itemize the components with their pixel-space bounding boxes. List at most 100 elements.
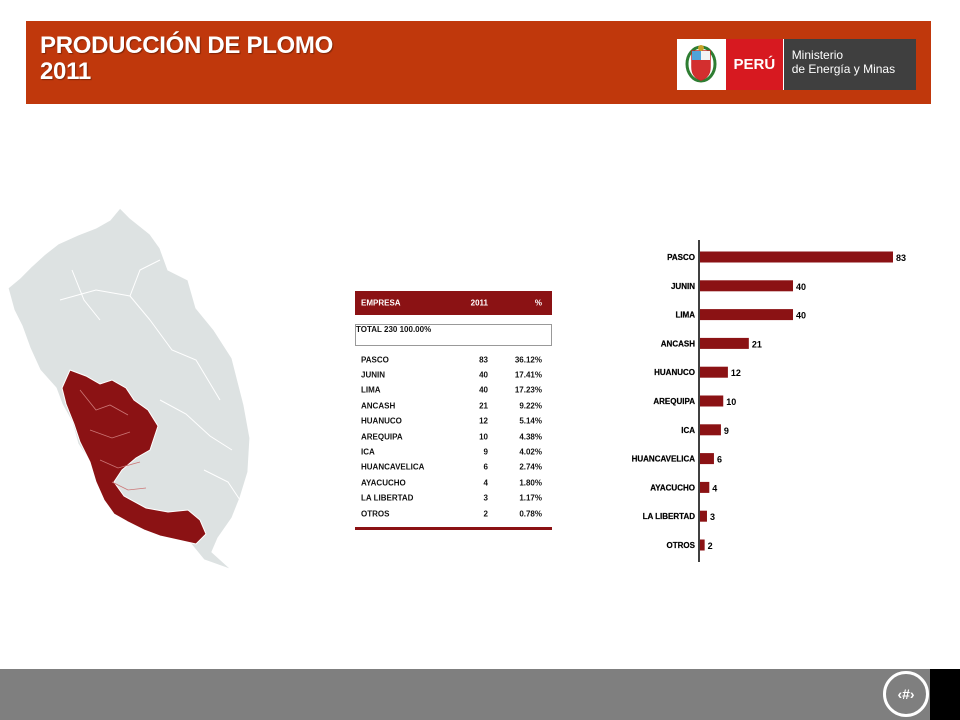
title-line-1: PRODUCCIÓN DE PLOMO [40, 32, 333, 59]
production-table: EMPRESA 2011 % TOTAL 230 100.00% PASCO 83… [355, 291, 552, 531]
row-value: 4 [483, 478, 488, 488]
row-percent: 17.41% [514, 370, 542, 380]
chart-bar [700, 280, 794, 292]
chart-bar [700, 539, 705, 551]
bar-chart: PASCO 83 JUNIN 40 LIMA 40 ANCASH 21 HUANUCO 12 ARE… [631, 240, 906, 562]
table-total-row: TOTAL 230 100.00% [355, 324, 552, 346]
ministry-line-1: Ministerio [791, 48, 844, 62]
data-label: 21 [752, 339, 762, 349]
table-row: AREQUIPA 10 4.38% [355, 429, 552, 444]
map-region-lines [59, 259, 241, 501]
chart-bar [700, 510, 707, 522]
table-row: JUNIN 40 17.41% [355, 367, 552, 382]
data-label: 6 [717, 455, 722, 465]
category-label: AREQUIPA [653, 397, 695, 406]
table-row: LA LIBERTAD 3 1.17% [355, 491, 552, 506]
table-row: AYACUCHO 4 1.80% [355, 475, 552, 490]
row-name: OTROS [361, 509, 390, 519]
row-name: HUANCAVELICA [361, 462, 425, 472]
data-label: 9 [724, 426, 729, 436]
chart-bar [700, 309, 794, 321]
row-name: AYACUCHO [361, 478, 406, 488]
row-value: 6 [483, 462, 488, 472]
page-number-badge: ‹#› [883, 671, 929, 717]
row-name: JUNIN [361, 370, 386, 380]
row-name: LIMA [361, 385, 381, 395]
row-value: 2 [483, 509, 488, 519]
chart-bar [700, 337, 749, 349]
map-region-base [7, 207, 251, 571]
total-percent: 100.00% [399, 325, 432, 334]
chart-bar [700, 481, 710, 493]
row-percent: 2.74% [519, 462, 542, 472]
table-row: LIMA 40 17.23% [355, 383, 552, 398]
ministry-logo: PERÚ Ministerio de Energía y Minas [677, 39, 916, 90]
header-empresa: EMPRESA [361, 298, 401, 308]
row-name: HUANUCO [361, 416, 402, 426]
row-name: PASCO [361, 355, 389, 365]
table-row: HUANCAVELICA 6 2.74% [355, 460, 552, 475]
map-region-highlight [61, 369, 207, 545]
table-row: OTROS 2 0.78% [355, 506, 552, 521]
category-label: OTROS [667, 541, 696, 550]
page-title: PRODUCCIÓN DE PLOMO 2011 [40, 33, 333, 85]
row-percent: 1.80% [519, 478, 542, 488]
table-row: ICA 9 4.02% [355, 444, 552, 459]
data-label: 83 [896, 253, 906, 263]
row-name: AREQUIPA [361, 432, 403, 442]
chart-bar [700, 251, 893, 263]
table-row: HUANUCO 12 5.14% [355, 414, 552, 429]
row-value: 3 [483, 493, 488, 503]
data-label: 2 [708, 541, 713, 551]
chart-bar [700, 395, 724, 407]
table-header: EMPRESA 2011 % [355, 291, 552, 315]
category-label: HUANCAVELICA [632, 455, 696, 464]
row-value: 83 [479, 355, 488, 365]
row-name: LA LIBERTAD [361, 493, 414, 503]
category-label: HUANUCO [654, 368, 695, 377]
row-percent: 1.17% [519, 493, 542, 503]
chart-bar [700, 366, 728, 378]
row-value: 10 [479, 432, 488, 442]
data-label: 3 [710, 512, 715, 522]
category-label: LA LIBERTAD [643, 512, 696, 521]
data-label: 10 [726, 397, 736, 407]
header-percent: % [534, 298, 542, 308]
row-percent: 4.38% [519, 432, 542, 442]
row-percent: 36.12% [514, 355, 542, 365]
coat-of-arms-icon [677, 39, 725, 90]
peru-map [7, 207, 251, 571]
category-label: LIMA [675, 311, 695, 320]
row-value: 9 [483, 447, 488, 457]
row-percent: 9.22% [519, 401, 542, 411]
table-body: PASCO 83 36.12% JUNIN 40 17.41% LIMA 40 17.23%… [355, 352, 552, 531]
category-label: AYACUCHO [650, 483, 695, 492]
category-label: JUNIN [671, 282, 695, 291]
total-value: 230 [384, 325, 398, 334]
row-percent: 17.23% [514, 385, 542, 395]
data-label: 40 [796, 311, 806, 321]
row-percent: 5.14% [519, 416, 542, 426]
header-banner: PRODUCCIÓN DE PLOMO 2011 PERÚ Ministerio… [26, 21, 931, 104]
row-value: 12 [479, 416, 488, 426]
chart-bar [700, 453, 714, 465]
row-value: 40 [479, 385, 488, 395]
table-row: PASCO 83 36.12% [355, 352, 552, 367]
chart-bar [700, 424, 721, 436]
data-label: 40 [796, 282, 806, 292]
header-year: 2011 [470, 298, 488, 308]
map-highlight-borders [79, 389, 147, 491]
row-percent: 0.78% [519, 509, 542, 519]
total-label: TOTAL [356, 325, 382, 334]
row-name: ANCASH [361, 401, 396, 411]
footer-bar [0, 669, 960, 720]
row-value: 21 [479, 401, 488, 411]
ministry-line-2: de Energía y Minas [791, 62, 896, 76]
footer-corner [930, 669, 960, 720]
category-label: ICA [681, 426, 695, 435]
ministry-label: Ministerio de Energía y Minas [782, 39, 916, 90]
category-label: PASCO [667, 253, 695, 262]
table-row: ANCASH 21 9.22% [355, 398, 552, 413]
category-label: ANCASH [661, 339, 695, 348]
row-name: ICA [361, 447, 375, 457]
